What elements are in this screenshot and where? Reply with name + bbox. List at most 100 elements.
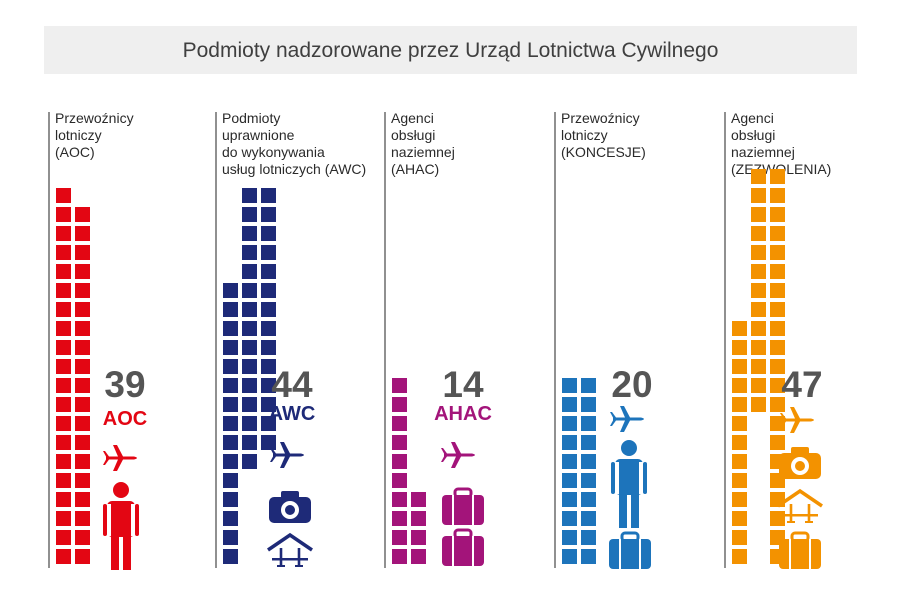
value-square (581, 511, 596, 526)
plane-icon (103, 445, 137, 471)
value-square (411, 511, 426, 526)
value-square (75, 321, 90, 336)
value-label: 20 (611, 364, 652, 405)
value-square (223, 340, 238, 355)
value-square (770, 435, 785, 450)
category-label-line: obsługi (731, 127, 775, 143)
value-square (581, 454, 596, 469)
category-label-line: lotniczy (561, 127, 608, 143)
value-label: 47 (781, 364, 822, 405)
value-square (261, 435, 276, 450)
value-square (75, 530, 90, 545)
value-square (261, 397, 276, 412)
value-square (242, 378, 257, 393)
value-square (751, 340, 766, 355)
value-square (261, 188, 276, 203)
value-square (562, 549, 577, 564)
value-square (751, 283, 766, 298)
category-label-line: (AOC) (55, 144, 95, 160)
value-square (581, 549, 596, 564)
value-square (223, 416, 238, 431)
value-square (56, 378, 71, 393)
value-square (75, 302, 90, 317)
value-square (242, 188, 257, 203)
value-square (581, 416, 596, 431)
plane-icon (441, 442, 475, 468)
value-square (751, 378, 766, 393)
value-square (562, 530, 577, 545)
category-label-line: Agenci (391, 110, 434, 126)
value-square (411, 549, 426, 564)
value-label: 44 (271, 364, 313, 405)
value-square (242, 321, 257, 336)
value-square (392, 397, 407, 412)
value-square (223, 283, 238, 298)
person-icon (103, 482, 139, 570)
value-square (261, 283, 276, 298)
category-label-line: lotniczy (55, 127, 102, 143)
value-square (56, 359, 71, 374)
value-square (732, 321, 747, 336)
value-square (242, 454, 257, 469)
value-square (242, 340, 257, 355)
value-square (56, 302, 71, 317)
value-square (56, 549, 71, 564)
value-square (56, 283, 71, 298)
value-square (770, 340, 785, 355)
category-code: AWC (269, 403, 316, 425)
title-bar: Podmioty nadzorowane przez Urząd Lotnict… (44, 26, 857, 74)
value-square (56, 188, 71, 203)
chart-title: Podmioty nadzorowane przez Urząd Lotnict… (182, 39, 719, 62)
value-square (732, 473, 747, 488)
value-square (56, 530, 71, 545)
camera-icon (779, 447, 821, 479)
value-square (751, 207, 766, 222)
value-square (223, 435, 238, 450)
value-square (242, 302, 257, 317)
value-square (751, 188, 766, 203)
value-square (242, 283, 257, 298)
value-square (581, 397, 596, 412)
value-square (223, 454, 238, 469)
value-square (581, 378, 596, 393)
value-square (770, 397, 785, 412)
value-square (562, 492, 577, 507)
category-code: AHAC (434, 403, 492, 425)
value-square (75, 454, 90, 469)
suitcase-icon (779, 531, 821, 569)
value-square (732, 454, 747, 469)
value-square (261, 207, 276, 222)
value-square (261, 340, 276, 355)
value-square (56, 321, 71, 336)
value-square (751, 359, 766, 374)
person-icon (611, 440, 647, 528)
value-square (770, 169, 785, 184)
value-square (770, 207, 785, 222)
value-square (770, 321, 785, 336)
value-square (562, 473, 577, 488)
value-square (732, 492, 747, 507)
category-label-line: naziemnej (731, 144, 795, 160)
value-square (242, 359, 257, 374)
value-square (75, 511, 90, 526)
camera-icon (269, 491, 311, 523)
category-label-line: naziemnej (391, 144, 455, 160)
value-square (411, 492, 426, 507)
value-square (75, 283, 90, 298)
value-square (261, 302, 276, 317)
value-square (392, 492, 407, 507)
value-square (770, 226, 785, 241)
suitcase-icon (609, 531, 651, 569)
value-square (75, 492, 90, 507)
value-square (732, 340, 747, 355)
value-square (581, 473, 596, 488)
value-square (562, 378, 577, 393)
category-label-line: Przewoźnicy (561, 110, 640, 126)
value-label: 39 (104, 364, 145, 405)
value-square (261, 359, 276, 374)
value-square (392, 511, 407, 526)
category-code: AOC (103, 408, 147, 430)
value-square (751, 169, 766, 184)
